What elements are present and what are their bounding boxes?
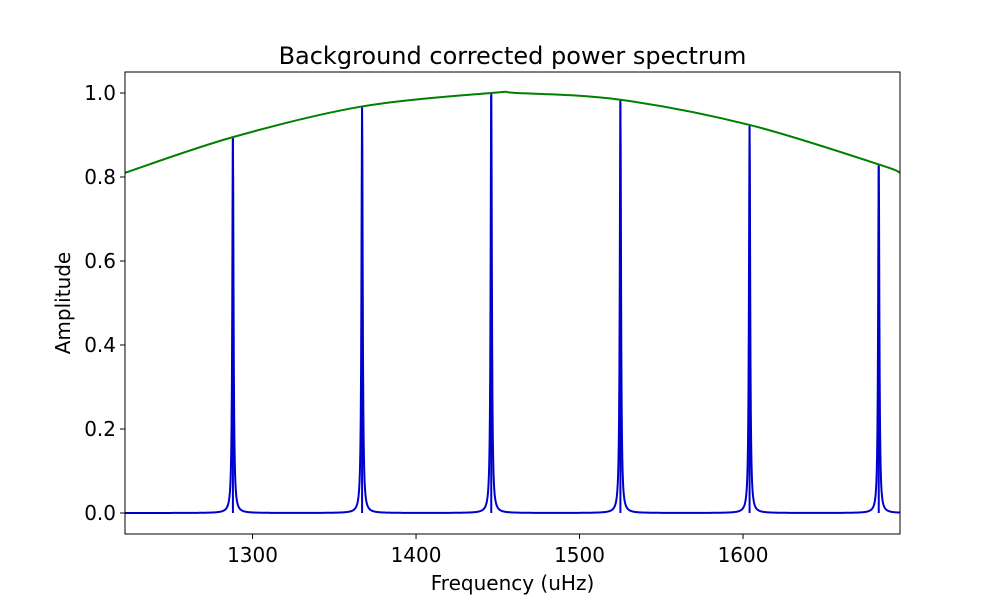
y-tick-label: 0.6: [84, 249, 116, 273]
series-peaks-line: [125, 95, 900, 514]
x-tick-label: 1400: [391, 543, 442, 567]
x-axis-label: Frequency (uHz): [431, 571, 595, 595]
chart-title: Background corrected power spectrum: [279, 42, 747, 70]
x-tick-label: 1300: [227, 543, 278, 567]
y-tick-label: 0.2: [84, 417, 116, 441]
y-tick-label: 0.0: [84, 501, 116, 525]
y-axis-label: Amplitude: [51, 252, 75, 355]
y-tick-label: 0.4: [84, 333, 116, 357]
series-envelope-line: [125, 90, 900, 174]
x-tick-label: 1600: [718, 543, 769, 567]
x-axis: 1300 1400 1500 1600: [227, 534, 768, 567]
x-tick-label: 1500: [554, 543, 605, 567]
y-tick-label: 0.8: [84, 165, 116, 189]
plot-area: [125, 90, 900, 514]
y-tick-label: 1.0: [84, 81, 116, 105]
y-axis: 0.0 0.2 0.4 0.6 0.8 1.0: [84, 81, 125, 525]
plot-frame: [124, 71, 901, 535]
